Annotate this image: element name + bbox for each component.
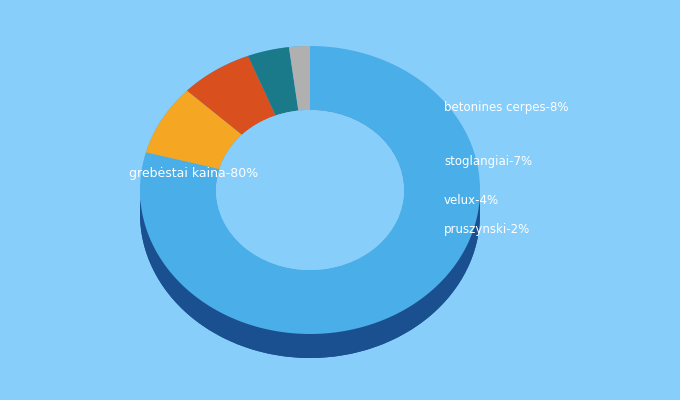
Text: grebėstai kaina-80%: grebėstai kaina-80% xyxy=(129,168,258,180)
Text: stoglangiai-7%: stoglangiai-7% xyxy=(444,156,532,168)
Ellipse shape xyxy=(216,110,404,270)
Ellipse shape xyxy=(216,134,404,294)
Ellipse shape xyxy=(140,70,480,358)
PathPatch shape xyxy=(289,46,310,111)
PathPatch shape xyxy=(248,47,299,116)
Text: velux-4%: velux-4% xyxy=(444,194,499,206)
Ellipse shape xyxy=(216,117,404,277)
PathPatch shape xyxy=(187,56,275,135)
PathPatch shape xyxy=(216,190,404,294)
Text: pruszynski-2%: pruszynski-2% xyxy=(444,224,530,236)
Text: betonines cerpes-8%: betonines cerpes-8% xyxy=(444,102,568,114)
PathPatch shape xyxy=(140,190,480,358)
Ellipse shape xyxy=(216,110,404,270)
PathPatch shape xyxy=(146,90,242,169)
PathPatch shape xyxy=(140,46,480,334)
